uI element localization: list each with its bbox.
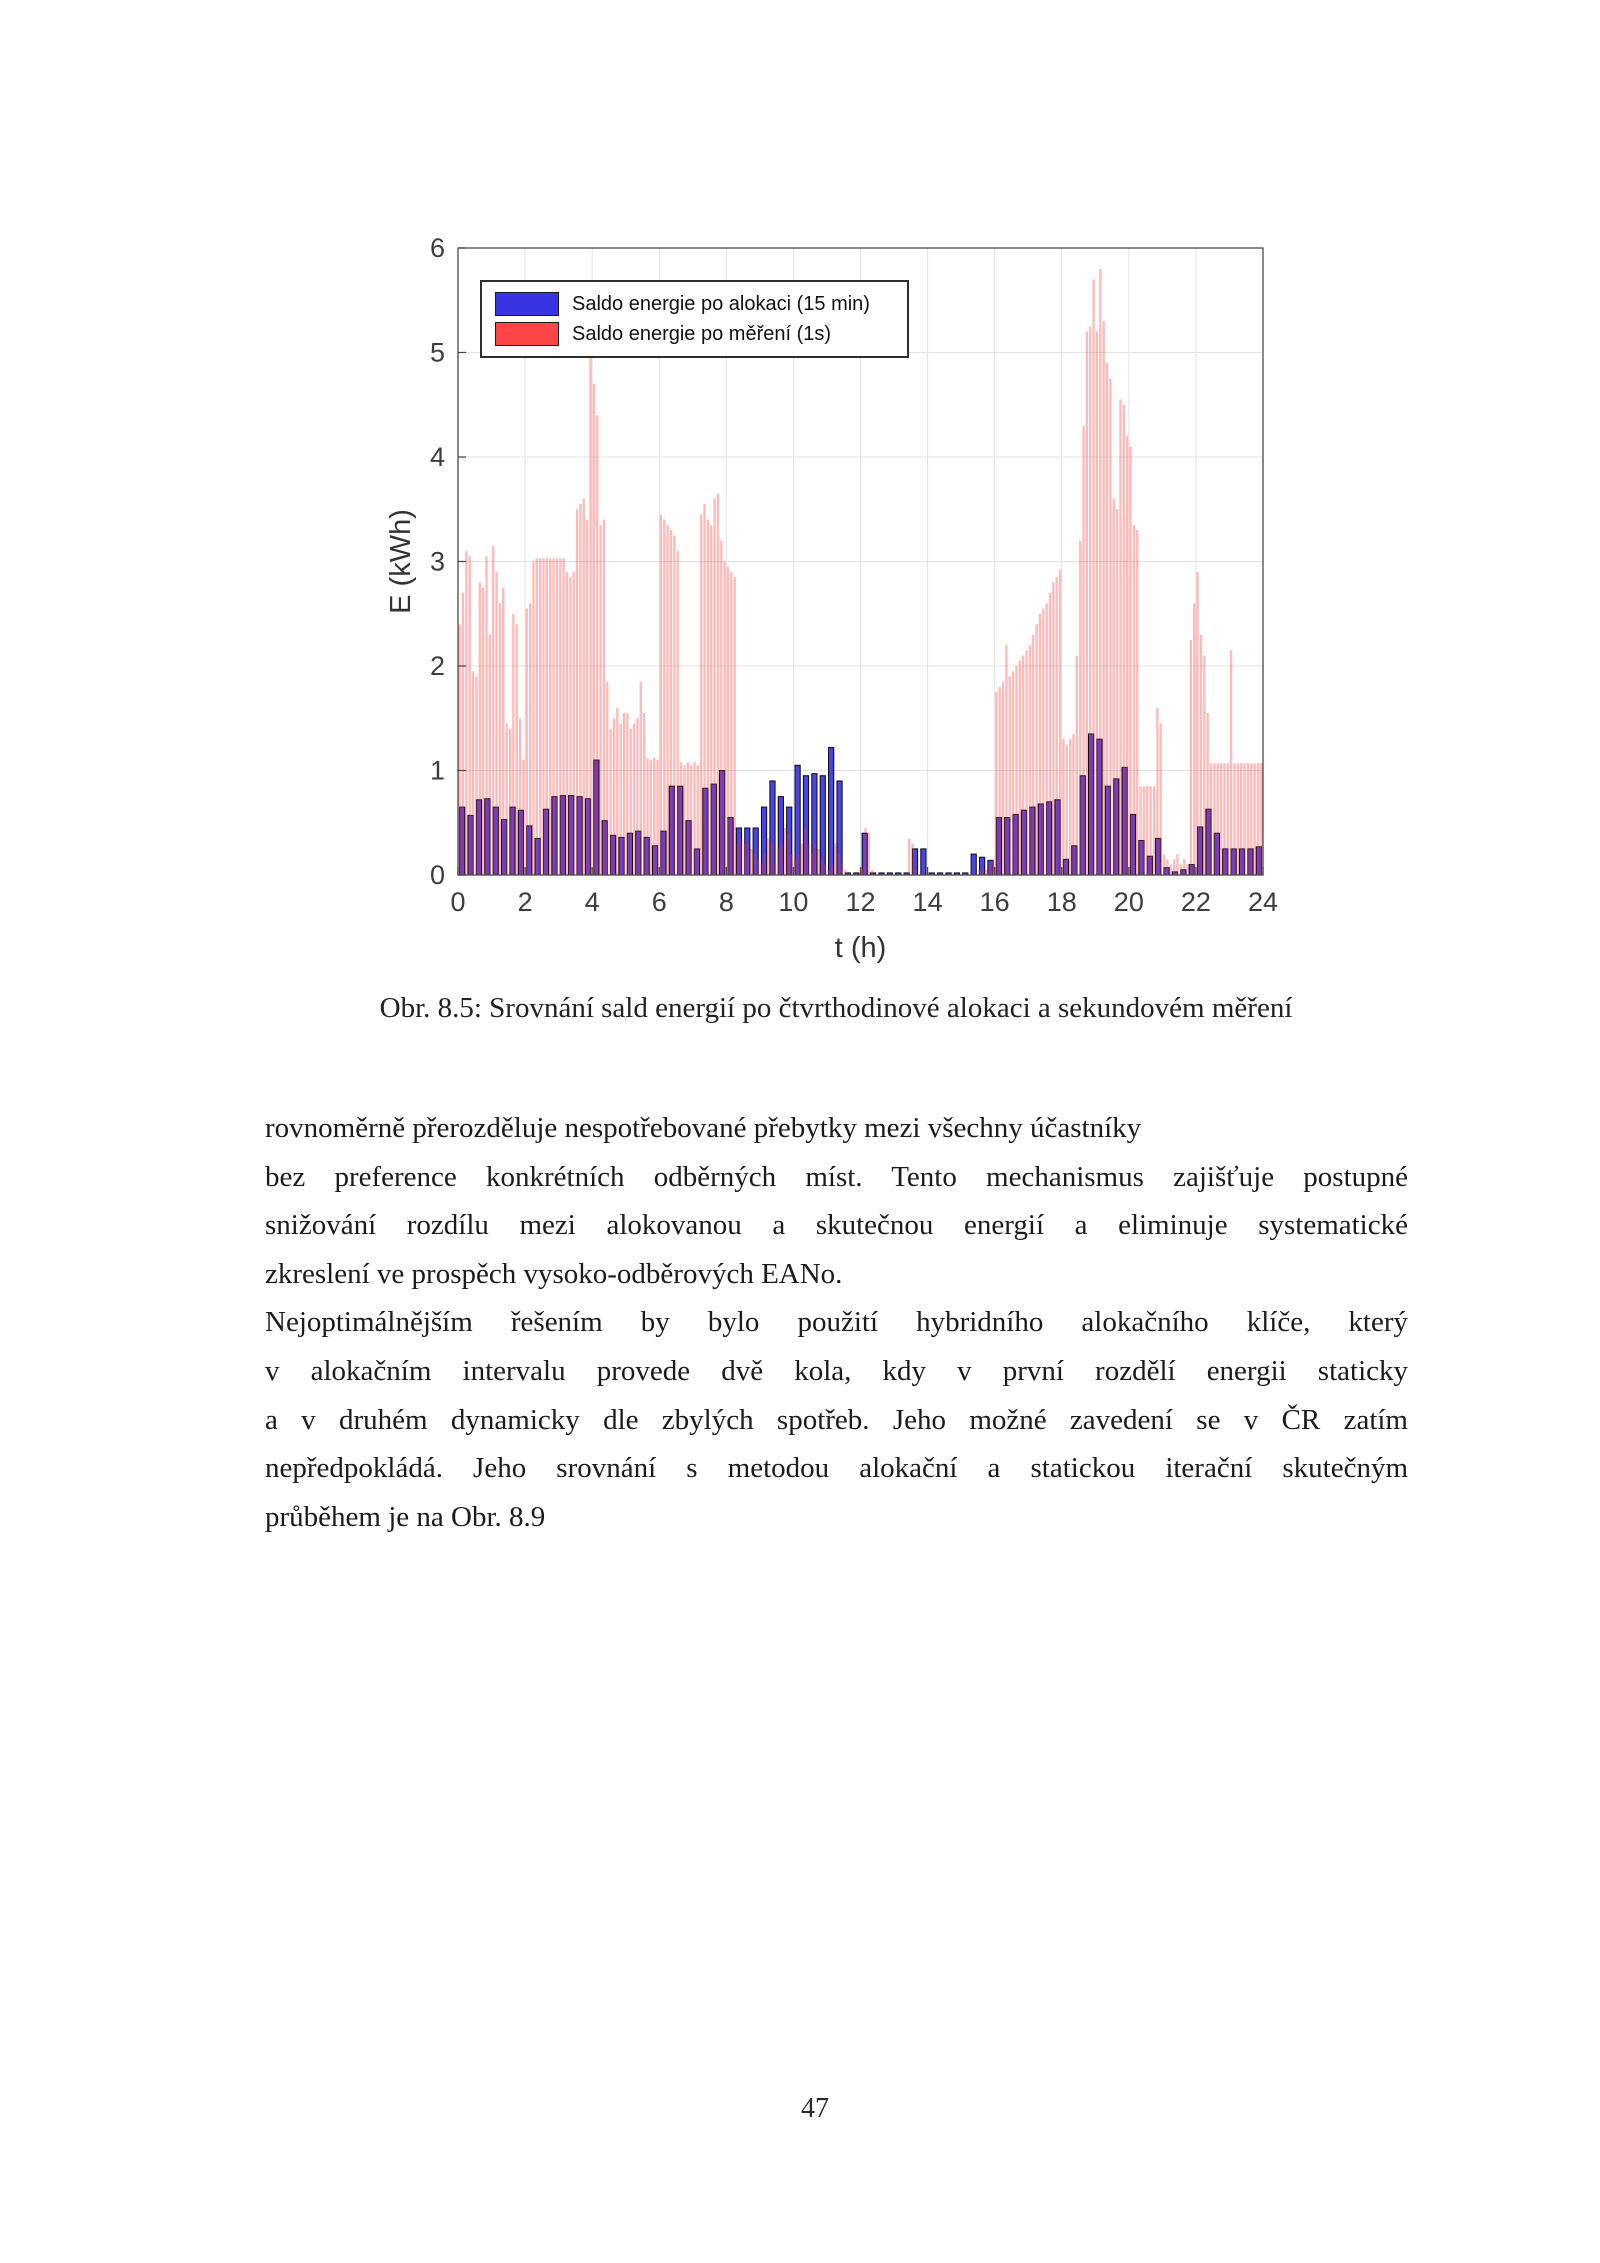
svg-text:4: 4 <box>585 887 600 917</box>
y-axis-tick-labels: 0 1 2 3 4 5 6 <box>430 233 445 890</box>
chart-legend: Saldo energie po alokaci (15 min) Saldo … <box>480 280 909 358</box>
measurement-bars <box>458 268 1263 876</box>
body-line: Nejoptimálnějším řešením by bylo použití… <box>265 1306 1408 1339</box>
svg-text:22: 22 <box>1181 887 1211 917</box>
svg-text:16: 16 <box>980 887 1010 917</box>
svg-text:1: 1 <box>430 756 445 786</box>
svg-text:6: 6 <box>652 887 667 917</box>
svg-text:18: 18 <box>1047 887 1077 917</box>
svg-text:20: 20 <box>1114 887 1144 917</box>
svg-text:24: 24 <box>1248 887 1278 917</box>
body-line: a v druhém dynamicky dle zbylých spotřeb… <box>265 1403 1408 1436</box>
legend-label-allocation: Saldo energie po alokaci (15 min) <box>572 292 870 315</box>
legend-swatch-blue <box>495 292 559 316</box>
legend-label-measurement: Saldo energie po měření (1s) <box>572 322 832 345</box>
energy-balance-chart: 0 2 4 6 8 10 12 14 16 18 20 22 24 0 1 2 3 4 5 6 t (h) E (kWh)… <box>0 0 1600 1000</box>
svg-text:4: 4 <box>430 442 445 472</box>
x-axis-label: t (h) <box>835 932 887 964</box>
svg-text:12: 12 <box>845 887 875 917</box>
svg-text:0: 0 <box>430 860 445 890</box>
y-axis-label: E (kWh) <box>385 509 417 614</box>
svg-text:14: 14 <box>913 887 943 917</box>
body-line: v alokačním intervalu provede dvě kola, … <box>265 1354 1408 1387</box>
svg-text:5: 5 <box>430 338 445 368</box>
svg-text:2: 2 <box>518 887 533 917</box>
svg-text:3: 3 <box>430 547 445 577</box>
body-line: nepředpokládá. Jeho srovnání s metodou a… <box>265 1452 1408 1485</box>
body-line: průběhem je na Obr. 8.9 <box>265 1500 546 1533</box>
page-number: 47 <box>801 2093 829 2124</box>
legend-item-measurement: Saldo energie po měření (1s) <box>495 322 907 346</box>
body-line: rovnoměrně přerozděluje nespotřebované p… <box>265 1112 1142 1144</box>
svg-text:0: 0 <box>450 887 465 917</box>
legend-item-allocation: Saldo energie po alokaci (15 min) <box>495 292 907 316</box>
svg-text:2: 2 <box>430 651 445 681</box>
allocation-bars <box>459 733 1262 876</box>
body-line: bez preference konkrétních odběrných mís… <box>265 1160 1408 1193</box>
legend-swatch-red <box>495 322 559 346</box>
svg-text:6: 6 <box>430 233 445 263</box>
body-line: zkreslení ve prospěch vysoko-odběrových … <box>265 1257 843 1290</box>
svg-text:8: 8 <box>719 887 734 917</box>
body-text: rovnoměrně přerozděluje nespotřebované p… <box>265 1104 1408 1541</box>
axes-box <box>457 247 1264 876</box>
body-line: snižování rozdílu mezi alokovanou a skut… <box>265 1209 1408 1242</box>
x-axis-tick-labels: 0 2 4 6 8 10 12 14 16 18 20 22 24 <box>450 887 1278 917</box>
figure-caption: Obr. 8.5: Srovnání sald energií po čtvrt… <box>379 992 1293 1024</box>
svg-text:10: 10 <box>778 887 808 917</box>
